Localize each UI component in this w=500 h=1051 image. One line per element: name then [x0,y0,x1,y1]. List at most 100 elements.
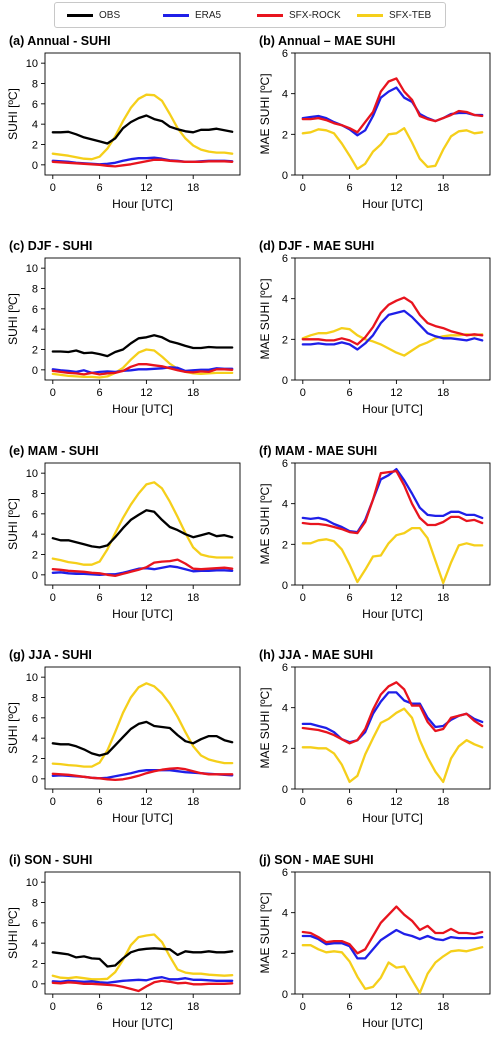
y-axis-label: SUHI [ºC] [6,88,20,140]
series-line-era5 [301,467,484,534]
chart-panel-b: (b) Annual – MAE SUHI 0 2 4 6 0 6 12 18 Hour [UTC… [258,34,491,211]
x-tick-label: 0 [300,387,306,399]
x-tick-label: 6 [347,1001,353,1013]
x-tick-label: 18 [437,182,449,194]
x-tick-label: 6 [347,387,353,399]
x-tick-label: 6 [347,182,353,194]
chart-panel-a: (a) Annual - SUHI 0 2 4 6 8 10 0 6 12 18 Hour [UTC]… [6,34,241,211]
chart-title: (d) DJF - MAE SUHI [259,239,374,253]
chart-legend: OBS ERA5 SFX-ROCK SFX-TEB [54,2,446,28]
series-line-sfx-teb [51,348,234,379]
x-tick-label: 6 [97,182,103,194]
x-tick-label: 18 [187,592,199,604]
series-line-sfx-teb [51,682,234,768]
series-line-sfx-teb [51,481,234,566]
chart-panel-d: (d) DJF - MAE SUHI 0 2 4 6 0 6 12 18 Hour [UTC] MA… [258,239,491,416]
x-tick-label: 18 [187,182,199,194]
plot-frame [44,52,241,176]
series-line-sfx-teb [301,707,484,784]
series-line-obs [51,334,234,358]
x-tick-label: 6 [347,796,353,808]
x-tick-label: 6 [97,387,103,399]
y-tick-label: 10 [26,58,38,70]
x-tick-label: 12 [140,387,152,399]
series-line-sfx-teb [301,944,484,995]
y-tick-label: 2 [32,140,38,152]
y-tick-label: 6 [32,509,38,521]
y-axis-label: SUHI [ºC] [6,498,20,550]
x-axis-label: Hour [UTC] [362,607,423,621]
chart-title: (h) JJA - MAE SUHI [259,648,373,662]
x-axis-label: Hour [UTC] [362,1016,423,1030]
legend-item-sfx-rock: SFX-ROCK [257,3,341,27]
y-tick-label: 10 [26,468,38,480]
y-tick-label: 4 [32,324,38,336]
y-axis-label: SUHI [ºC] [6,907,20,959]
chart-title: (i) SON - SUHI [9,853,92,867]
series-line-sfx-teb [301,127,484,171]
y-tick-label: 4 [32,733,38,745]
chart-panel-i: (i) SON - SUHI 0 2 4 6 8 10 0 6 12 18 Hour [UTC] SUH… [6,853,241,1030]
y-tick-label: 8 [32,284,38,296]
x-tick-label: 12 [390,182,402,194]
y-tick-label: 4 [32,119,38,131]
y-tick-label: 2 [282,743,288,755]
x-tick-label: 18 [437,592,449,604]
y-axis-label: MAE SUHI [ºC] [258,687,272,768]
y-tick-label: 4 [32,938,38,950]
series-line-sfx-teb [51,933,234,981]
x-tick-label: 0 [50,387,56,399]
x-tick-label: 18 [187,1001,199,1013]
plot-frame [44,462,241,586]
legend-label-era5: ERA5 [195,9,222,21]
x-tick-label: 12 [140,182,152,194]
y-tick-label: 6 [32,99,38,111]
y-axis-label: MAE SUHI [ºC] [258,73,272,154]
chart-title: (g) JJA - SUHI [9,648,92,662]
y-tick-label: 10 [26,672,38,684]
series-line-sfx-rock [301,77,484,134]
x-tick-label: 12 [390,1001,402,1013]
y-tick-label: 0 [282,989,288,1001]
series-line-era5 [51,366,234,375]
x-tick-label: 0 [50,592,56,604]
y-tick-label: 8 [32,79,38,91]
plot-frame [294,871,491,995]
x-tick-label: 18 [187,796,199,808]
series-line-obs [51,114,234,145]
series-line-sfx-rock [301,905,484,955]
y-tick-label: 2 [282,948,288,960]
chart-title: (f) MAM - MAE SUHI [259,444,377,458]
series-line-sfx-teb [301,326,484,357]
y-tick-label: 2 [282,539,288,551]
x-tick-label: 6 [347,592,353,604]
x-tick-label: 18 [437,387,449,399]
y-tick-label: 8 [32,898,38,910]
y-tick-label: 6 [282,253,288,265]
y-tick-label: 6 [282,458,288,470]
x-tick-label: 6 [97,796,103,808]
series-line-obs [51,720,234,757]
series-line-era5 [301,86,484,137]
legend-line-era5 [163,13,189,17]
y-axis-label: MAE SUHI [ºC] [258,278,272,359]
series-line-sfx-rock [51,558,234,578]
legend-line-sfx-teb [357,13,383,17]
x-tick-label: 6 [97,1001,103,1013]
y-tick-label: 2 [32,959,38,971]
chart-title: (j) SON - MAE SUHI [259,853,374,867]
chart-panel-h: (h) JJA - MAE SUHI 0 2 4 6 0 6 12 18 Hour [UTC] MA… [258,648,491,825]
y-axis-label: SUHI [ºC] [6,702,20,754]
chart-title: (c) DJF - SUHI [9,239,92,253]
y-tick-label: 8 [32,489,38,501]
x-tick-label: 0 [300,592,306,604]
x-axis-label: Hour [UTC] [362,402,423,416]
y-tick-label: 6 [32,713,38,725]
x-tick-label: 12 [390,592,402,604]
legend-label-sfx-rock: SFX-ROCK [289,9,341,21]
legend-line-sfx-rock [257,13,283,17]
series-line-era5 [301,928,484,960]
chart-title: (a) Annual - SUHI [9,34,111,48]
x-tick-label: 18 [437,796,449,808]
series-line-obs [51,947,234,968]
